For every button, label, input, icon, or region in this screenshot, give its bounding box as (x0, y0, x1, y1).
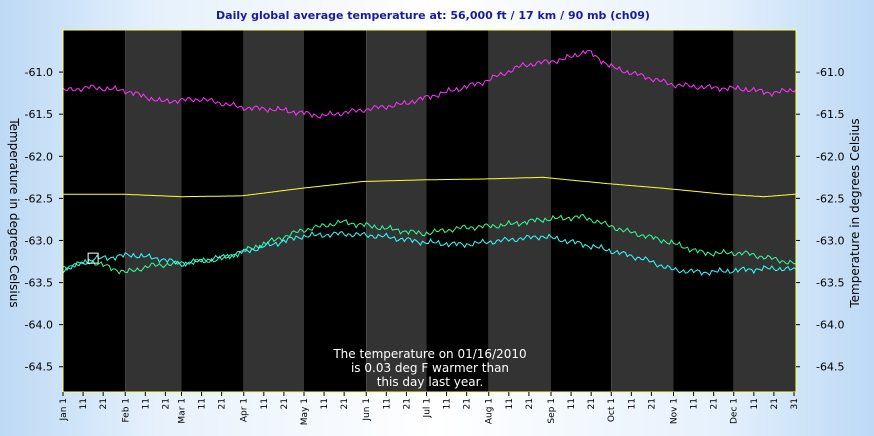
x-tick-label: Jan 1 (59, 398, 69, 421)
y-tick-label-right: -62.0 (816, 150, 844, 163)
x-tick-label: 21 (463, 398, 473, 409)
y-axis-right: -61.0 -61.5 -62.0 -62.5 -63.0 -63.5 -64.0 -64.5 (796, 66, 844, 374)
x-tick-label: 21 (710, 398, 720, 409)
y-tick-label-left: -62.5 (25, 192, 53, 205)
x-tick-label: 21 (587, 398, 597, 409)
y-tick-label-right: -64.5 (816, 361, 844, 374)
y-tick-label-left: -64.5 (25, 361, 53, 374)
series-line-record-high (62, 49, 797, 119)
x-tick-label: Aug 1 (485, 398, 495, 424)
annotation-line-1: The temperature on 01/16/2010 (332, 347, 526, 361)
series-line-average (63, 176, 797, 198)
y-axis-label-right: Temperature in degrees Celsius (848, 118, 862, 308)
y-tick-label-left: -64.0 (25, 319, 53, 332)
x-tick-label: 21 (647, 398, 657, 409)
month-band (125, 30, 182, 392)
x-tick-label: Jul 1 (422, 398, 432, 418)
x-tick-label: 21 (402, 398, 412, 409)
series-lines (62, 49, 797, 277)
x-tick-label: 11 (627, 398, 637, 409)
annotation-line-3: this day last year. (377, 375, 484, 389)
month-band (673, 30, 734, 392)
x-tick-label: 21 (99, 398, 109, 409)
x-tick-label: 11 (505, 398, 515, 409)
y-axis-label-left: Temperature in degrees Celsius (7, 117, 21, 307)
month-band (488, 30, 551, 392)
month-band (550, 30, 612, 392)
chart-title: Daily global average temperature at: 56,… (216, 9, 650, 22)
x-tick-label: Nov 1 (669, 398, 679, 424)
y-tick-label-right: -61.5 (816, 108, 844, 121)
x-tick-label: 31 (790, 398, 800, 409)
month-band (243, 30, 304, 392)
x-tick-label: Mar 1 (177, 398, 187, 424)
x-tick-label: Oct 1 (607, 398, 617, 422)
month-band (426, 30, 489, 392)
x-axis: Jan 1 11 21 Feb 1 11 21 Mar 1 11 21 Apr 1 11 21 May … (59, 392, 800, 425)
x-tick-label: 11 (690, 398, 700, 409)
x-tick-label: 11 (382, 398, 392, 409)
month-bands (63, 30, 796, 392)
y-tick-label-right: -62.5 (816, 192, 844, 205)
y-tick-label-left: -61.0 (25, 66, 53, 79)
x-tick-label: Feb 1 (121, 398, 131, 423)
x-tick-label: 21 (218, 398, 228, 409)
plot-frame (62, 29, 797, 393)
y-tick-label-right: -63.0 (816, 234, 844, 247)
x-tick-label: 11 (198, 398, 208, 409)
month-band (181, 30, 244, 392)
x-tick-label: 11 (79, 398, 89, 409)
y-axis-left: -61.0 -61.5 -62.0 -62.5 -63.0 -63.5 -64.0 -64.5 (25, 66, 63, 374)
y-tick-label-left: -62.0 (25, 150, 53, 163)
series-line-2010 (62, 231, 797, 277)
annotation-line-2: is 0.03 deg F warmer than (351, 361, 509, 375)
x-tick-label: 21 (770, 398, 780, 409)
x-tick-label: 21 (161, 398, 171, 409)
y-tick-label-right: -64.0 (816, 319, 844, 332)
x-tick-label: 11 (320, 398, 330, 409)
x-tick-label: 11 (141, 398, 151, 409)
y-tick-label-right: -61.0 (816, 66, 844, 79)
x-tick-label: Sep 1 (547, 398, 557, 424)
x-tick-label: May 1 (300, 398, 310, 425)
month-band (63, 30, 126, 392)
x-tick-label: Dec 1 (730, 398, 740, 424)
y-tick-label-left: -63.5 (25, 277, 53, 290)
month-band (733, 30, 796, 392)
y-tick-label-right: -63.5 (816, 277, 844, 290)
y-tick-label-left: -63.0 (25, 234, 53, 247)
x-tick-label: 11 (443, 398, 453, 409)
x-tick-label: 21 (280, 398, 290, 409)
x-tick-label: Jun 1 (362, 398, 372, 422)
y-tick-label-left: -61.5 (25, 108, 53, 121)
series-line-2009 (62, 214, 797, 275)
month-band (366, 30, 427, 392)
x-tick-label: 11 (750, 398, 760, 409)
x-tick-label: 11 (260, 398, 270, 409)
current-day-marker (87, 252, 99, 264)
x-tick-label: Apr 1 (240, 398, 250, 422)
x-tick-label: 21 (340, 398, 350, 409)
month-band (303, 30, 367, 392)
x-tick-label: 11 (567, 398, 577, 409)
month-band (611, 30, 674, 392)
x-tick-label: 21 (525, 398, 535, 409)
